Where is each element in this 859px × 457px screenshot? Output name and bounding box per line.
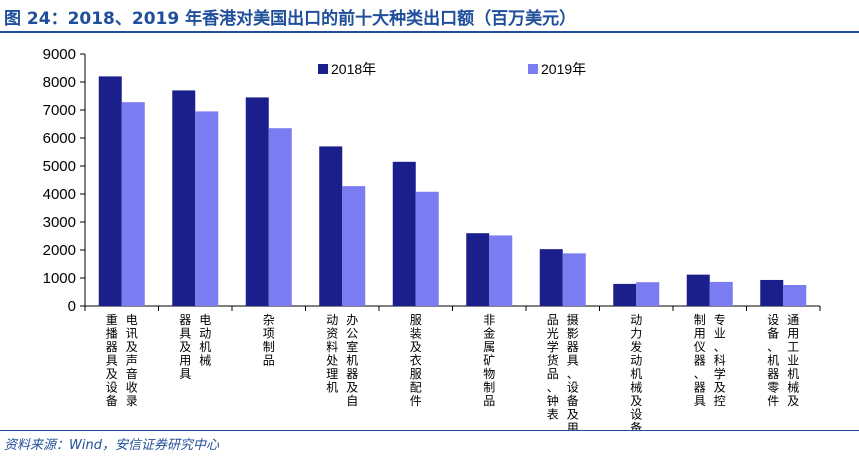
category-label-5-0: 非金属矿物制品 bbox=[483, 313, 495, 408]
bar-chart: 0 1000 2000 3000 4000 5000 6000 7000 8000 9000 20… bbox=[43, 46, 821, 430]
category-label-8-0: 专业、科学及控 bbox=[714, 312, 726, 408]
y-tick-label: 4000 bbox=[43, 186, 76, 203]
bar-2019-4 bbox=[415, 191, 439, 306]
chart-legend: 2018年 2019年 bbox=[318, 61, 586, 77]
bar-2018-3 bbox=[319, 146, 343, 306]
legend-swatch-0 bbox=[318, 64, 328, 74]
bar-2019-6 bbox=[562, 253, 586, 306]
category-label-8-1: 制用仪器、器具 bbox=[694, 313, 706, 408]
legend-swatch-1 bbox=[528, 64, 538, 74]
bar-2018-9 bbox=[760, 279, 784, 306]
bar-2018-8 bbox=[686, 274, 710, 306]
bar-2019-7 bbox=[636, 282, 660, 306]
chart-title: 图 24：2018、2019 年香港对美国出口的前十大种类出口额（百万美元） bbox=[4, 9, 577, 29]
bar-2019-1 bbox=[195, 111, 219, 307]
category-label-6-1: 品光学货品、钟表 bbox=[547, 313, 559, 422]
bar-2018-2 bbox=[245, 97, 269, 307]
bar-2019-0 bbox=[121, 102, 145, 306]
chart-bars bbox=[98, 76, 807, 307]
y-tick-label: 5000 bbox=[43, 158, 76, 175]
category-label-2-0: 杂项制品 bbox=[263, 313, 275, 368]
category-label-6-0: 摄影器具、设备及用 bbox=[567, 312, 579, 430]
category-label-9-1: 设备、机器零件 bbox=[767, 313, 779, 408]
category-label-7-0: 动力发动机械及设备 bbox=[630, 313, 642, 430]
category-label-9-0: 通用工业机械及 bbox=[787, 313, 799, 408]
title-divider bbox=[0, 31, 859, 33]
bar-2019-5 bbox=[489, 235, 513, 306]
bar-2019-2 bbox=[268, 128, 292, 306]
y-tick-label: 7000 bbox=[43, 102, 76, 119]
bar-2019-3 bbox=[342, 186, 366, 306]
source-note: 资料来源：Wind，安信证券研究中心 bbox=[4, 438, 219, 453]
bar-2018-0 bbox=[98, 76, 122, 307]
y-tick-label: 6000 bbox=[43, 130, 76, 147]
y-tick-label: 0 bbox=[68, 298, 76, 315]
y-tick-label: 8000 bbox=[43, 74, 76, 91]
category-label-1-1: 器具及用具 bbox=[179, 313, 191, 381]
category-label-3-0: 办公室机器及自 bbox=[346, 312, 358, 408]
bar-2019-9 bbox=[783, 285, 807, 306]
category-label-3-1: 动资料处理机 bbox=[326, 313, 338, 395]
bar-2018-1 bbox=[172, 90, 196, 307]
category-label-1-0: 电动机械 bbox=[199, 313, 211, 368]
category-label-4-0: 服装及衣服配件 bbox=[410, 313, 422, 408]
category-label-0-1: 重播器具及设备 bbox=[106, 313, 118, 408]
legend-label-0: 2018年 bbox=[331, 61, 376, 77]
bar-2018-7 bbox=[613, 283, 637, 306]
footer-divider bbox=[0, 430, 859, 431]
bar-2018-5 bbox=[466, 233, 490, 306]
bar-2018-6 bbox=[539, 249, 563, 306]
y-tick-label: 9000 bbox=[43, 46, 76, 63]
legend-label-1: 2019年 bbox=[541, 61, 586, 77]
y-tick-label: 1000 bbox=[43, 270, 76, 287]
chart-axes: 0 1000 2000 3000 4000 5000 6000 7000 8000 9000 bbox=[43, 46, 821, 315]
category-label-0-0: 电讯及声音收录 bbox=[126, 313, 138, 408]
y-tick-label: 2000 bbox=[43, 242, 76, 259]
bar-2019-8 bbox=[709, 281, 733, 306]
y-tick-label: 3000 bbox=[43, 214, 76, 231]
bar-2018-4 bbox=[392, 161, 416, 306]
